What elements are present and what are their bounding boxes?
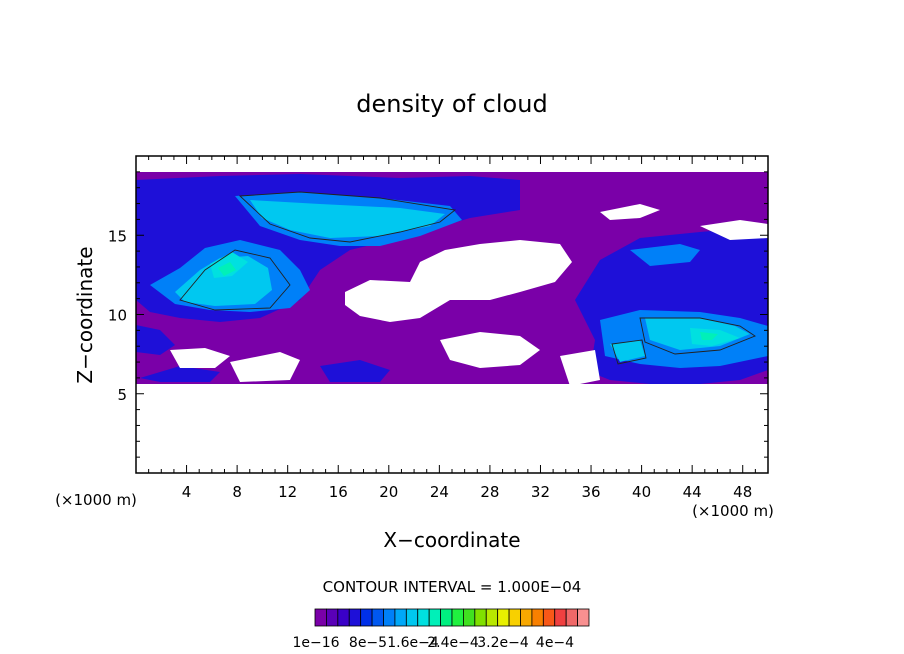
clear-region-1 bbox=[440, 332, 540, 368]
y-axis-label: Z−coordinate bbox=[73, 246, 97, 383]
colorbar-swatch bbox=[326, 608, 339, 627]
x-tick-label: 44 bbox=[683, 483, 702, 501]
colorbar-swatch bbox=[531, 608, 544, 627]
colorbar-swatch bbox=[371, 608, 384, 627]
colorbar-label: 1e−16 bbox=[292, 635, 339, 651]
contour-line-1 bbox=[179, 249, 291, 311]
colorbar-swatch bbox=[577, 608, 590, 627]
colorbar-swatch bbox=[520, 608, 533, 627]
clear-region-2 bbox=[170, 348, 230, 368]
colorbar-swatch bbox=[337, 608, 350, 627]
x-tick-label: 12 bbox=[278, 483, 297, 501]
x-unit-left: (×1000 m) bbox=[55, 491, 137, 509]
colorbar-label: 8e−5 bbox=[349, 635, 387, 651]
colorbar-swatch bbox=[474, 608, 487, 627]
clear-region-5 bbox=[600, 204, 660, 220]
colorbar-swatch bbox=[451, 608, 464, 627]
colorbar-swatch bbox=[348, 608, 362, 627]
clear-region-0 bbox=[345, 240, 572, 322]
cloud-region-blue-2 bbox=[136, 325, 175, 355]
x-tick-label: 36 bbox=[581, 483, 600, 501]
x-tick-label: 40 bbox=[632, 483, 651, 501]
colorbar-swatch bbox=[497, 608, 510, 627]
colorbar-label: 2.4e−4 bbox=[427, 635, 479, 651]
x-tick-label: 32 bbox=[531, 483, 550, 501]
x-tick-label: 20 bbox=[379, 483, 398, 501]
cloud-region-lightblue-8 bbox=[630, 244, 700, 266]
contour-line-0 bbox=[238, 191, 457, 243]
y-axis: 5 10 15 bbox=[108, 171, 768, 458]
colorbar-label: 3.2e−4 bbox=[477, 635, 529, 651]
colorbar-swatch bbox=[554, 608, 567, 627]
x-tick-label: 16 bbox=[329, 483, 348, 501]
x-axis-label: X−coordinate bbox=[383, 528, 520, 552]
cloud-region-cyan-10 bbox=[250, 200, 445, 238]
contour-line-2 bbox=[639, 317, 756, 355]
cloud-region-green-17 bbox=[700, 332, 718, 340]
colorbar-swatch bbox=[394, 608, 407, 627]
contour-line-3 bbox=[611, 339, 647, 365]
x-tick-label: 8 bbox=[232, 483, 242, 501]
cloud-region-green-16 bbox=[218, 262, 236, 276]
colorbar-label: 4e−4 bbox=[536, 635, 574, 651]
colorbar-swatch bbox=[428, 608, 441, 627]
colorbar-swatch bbox=[314, 608, 327, 627]
colorbar-swatch bbox=[440, 608, 453, 627]
colorbar-swatch bbox=[405, 608, 419, 627]
chart-title: density of cloud bbox=[356, 90, 547, 118]
colorbar-swatch bbox=[360, 608, 373, 627]
clear-region-6 bbox=[700, 220, 768, 240]
colorbar-swatch bbox=[383, 608, 396, 627]
y-tick-label: 5 bbox=[117, 386, 127, 404]
colorbar-labels: 1e−16 8e−5 1.6e−42.4e−43.2e−4 4e−4 bbox=[292, 635, 574, 651]
cloud-region-cyan-13 bbox=[610, 340, 645, 362]
clear-region-3 bbox=[230, 352, 300, 382]
x-tick-label: 48 bbox=[733, 483, 752, 501]
colorbar-swatch bbox=[485, 608, 499, 627]
contour-interval: CONTOUR INTERVAL = 1.000E−04 bbox=[323, 578, 582, 596]
cloud-region-blue-5 bbox=[320, 360, 390, 382]
colorbar bbox=[314, 608, 590, 627]
cloud-region-cyan-11 bbox=[175, 256, 272, 306]
x-tick-label: 4 bbox=[182, 483, 192, 501]
clear-region-7 bbox=[136, 384, 768, 473]
contour-field bbox=[136, 172, 768, 473]
clear-region-4 bbox=[560, 350, 600, 386]
colorbar-label: 1.6e−4 bbox=[387, 635, 439, 651]
colorbar-swatch bbox=[508, 608, 521, 627]
colorbar-swatch bbox=[417, 608, 430, 627]
colorbar-swatch bbox=[542, 608, 556, 627]
x-unit-right: (×1000 m) bbox=[692, 502, 774, 520]
cloud-region-blue-4 bbox=[140, 366, 220, 382]
colorbar-swatch bbox=[565, 608, 578, 627]
y-tick-label: 15 bbox=[108, 227, 127, 245]
y-tick-label: 10 bbox=[108, 307, 127, 325]
x-tick-label: 28 bbox=[480, 483, 499, 501]
colorbar-swatch bbox=[463, 608, 476, 627]
x-axis: 4 8 12 16 20 24 28 32 36 40 44 48 bbox=[148, 156, 756, 501]
x-tick-label: 24 bbox=[430, 483, 449, 501]
